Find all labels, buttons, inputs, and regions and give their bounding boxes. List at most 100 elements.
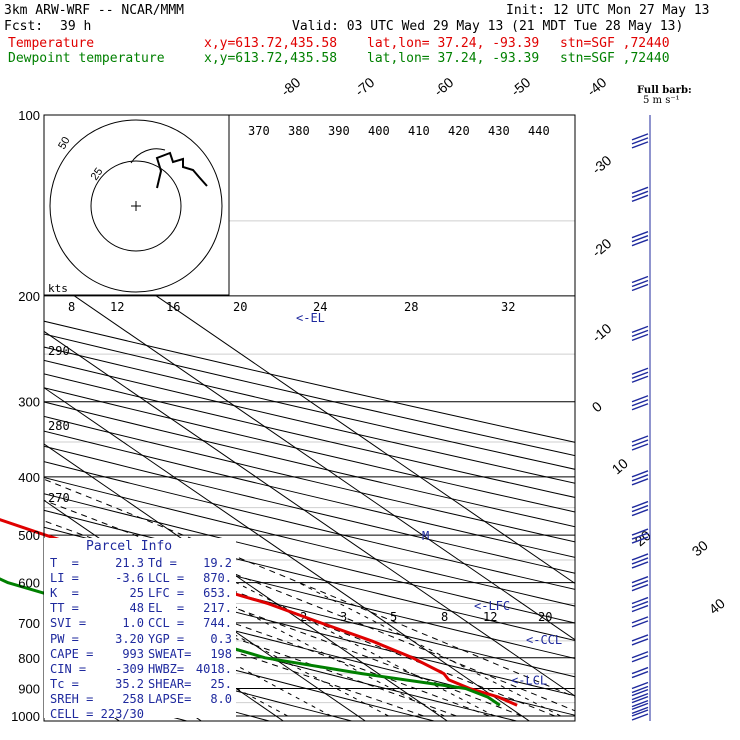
parcel-param-value: 48 bbox=[129, 601, 144, 616]
mixing-ratio-line bbox=[188, 582, 445, 717]
theta-label: 410 bbox=[408, 124, 430, 138]
level-marker: <-LCL bbox=[511, 674, 547, 688]
wind-barb bbox=[631, 616, 649, 628]
dewpoint-station: stn=SGF ,72440 bbox=[560, 51, 670, 66]
plot-frame bbox=[43, 114, 576, 722]
isotherm bbox=[44, 443, 449, 721]
hodograph-speed-label: 20 bbox=[233, 300, 247, 314]
parcel-param-label: LFC = bbox=[148, 586, 185, 601]
isotherm-label: -60 bbox=[431, 74, 457, 99]
hodograph-arc bbox=[130, 148, 166, 164]
pressure-tick-label: 500 bbox=[18, 528, 40, 543]
isotherm bbox=[44, 387, 531, 721]
parcel-info-panel: Parcel Info T = 21.3 Td = 19.2 LI = -3.6 LCL =… bbox=[44, 538, 236, 721]
mixing-ratio-line bbox=[82, 582, 332, 717]
dry-adiabat bbox=[44, 461, 575, 590]
hodograph-speed-label: 32 bbox=[501, 300, 515, 314]
temperature-latlon: lat,lon= 37.24, -93.39 bbox=[367, 36, 540, 51]
parcel-param-label: SREH = bbox=[50, 691, 94, 706]
dewpoint-line bbox=[0, 577, 501, 707]
mixing-ratio-label: 8 bbox=[441, 610, 448, 624]
wind-barb bbox=[631, 709, 649, 721]
dewpoint-legend: Dewpoint temperature bbox=[8, 51, 165, 66]
mixing-ratio-label: 5 bbox=[390, 610, 397, 624]
hodograph-units: kts bbox=[48, 282, 68, 295]
parcel-param-value: 258 bbox=[122, 691, 144, 706]
theta-label: 290 bbox=[48, 344, 70, 358]
hodograph-speed-label: 24 bbox=[313, 300, 327, 314]
wind-barb bbox=[631, 500, 649, 517]
isotherm-label: 0 bbox=[589, 398, 605, 415]
isotherm-label: -50 bbox=[508, 74, 534, 99]
dry-adiabat bbox=[44, 580, 575, 716]
pressure-tick-label: 600 bbox=[18, 576, 40, 591]
parcel-param-label: LCL = bbox=[148, 571, 185, 586]
isotherm-label: 30 bbox=[689, 537, 711, 559]
pressure-tick-label: 400 bbox=[18, 470, 40, 485]
mixing-ratio-label: 3 bbox=[340, 610, 347, 624]
parcel-param-value: 35.2 bbox=[115, 676, 144, 691]
valid-time: Valid: 03 UTC Wed 29 May 13 (21 MDT Tue … bbox=[292, 19, 684, 34]
pressure-tick-label: 200 bbox=[18, 289, 40, 304]
model-title: 3km ARW-WRF -- NCAR/MMM bbox=[4, 3, 185, 18]
isotherm-label: 10 bbox=[609, 455, 631, 477]
hodograph-speed-label: 12 bbox=[110, 300, 124, 314]
parcel-param-label: CIN = bbox=[50, 661, 87, 676]
dry-adiabat bbox=[44, 333, 575, 457]
dry-adiabat bbox=[44, 493, 575, 624]
temperature-station: stn=SGF ,72440 bbox=[560, 36, 670, 51]
parcel-param-label: YGP = bbox=[148, 631, 185, 646]
wind-barb bbox=[631, 435, 649, 451]
moist-adiabat bbox=[44, 575, 457, 717]
sounding-series: <-EL <-LFC <-CCL <-LCL M bbox=[0, 311, 562, 707]
theta-label: 380 bbox=[288, 124, 310, 138]
parcel-param-label: Tc = bbox=[50, 676, 79, 691]
pressure-tick-label: 900 bbox=[18, 681, 40, 696]
parcel-param-label: SVI = bbox=[50, 616, 87, 631]
dewpoint-latlon: lat,lon= 37.24, -93.39 bbox=[367, 51, 540, 66]
hodograph-ring bbox=[49, 119, 223, 293]
mixing-ratio-line bbox=[298, 582, 561, 717]
hodograph-speed-label: 16 bbox=[166, 300, 180, 314]
dry-adiabat bbox=[44, 445, 575, 574]
parcel-param-label: LAPSE= bbox=[148, 691, 192, 706]
pressure-tick-label: 700 bbox=[18, 616, 40, 631]
level-marker: <-CCL bbox=[526, 633, 562, 647]
parcel-param-label: PW = bbox=[50, 631, 79, 646]
dry-adiabat bbox=[44, 476, 575, 607]
moist-adiabat bbox=[44, 478, 575, 698]
hodograph-speed-label: 8 bbox=[68, 300, 75, 314]
init-time: Init: 12 UTC Mon 27 May 13 bbox=[506, 3, 710, 18]
theta-label: 270 bbox=[48, 491, 70, 505]
theta-label: 400 bbox=[368, 124, 390, 138]
wind-barb bbox=[631, 634, 649, 646]
parcel-param-label: SWEAT= bbox=[148, 646, 192, 661]
hodograph-ring-label: 50 bbox=[56, 135, 73, 152]
parcel-param-value: 993 bbox=[122, 646, 144, 661]
isotherm bbox=[0, 102, 49, 729]
parcel-param-value: 217. bbox=[203, 601, 232, 616]
parcel-param-label: EL = bbox=[148, 601, 185, 616]
parcel-param-value: -3.6 bbox=[115, 571, 144, 586]
isotherm bbox=[44, 330, 575, 697]
parcel-param-value: 870. bbox=[203, 571, 232, 586]
wind-barb bbox=[631, 395, 649, 411]
parcel-param-value: 198 bbox=[210, 646, 232, 661]
wind-barb bbox=[631, 702, 649, 715]
dewpoint-xy: x,y=613.72,435.58 bbox=[204, 51, 338, 66]
pressure-axis: 100 200 300 400 500 600 700 800 900 1000 bbox=[11, 108, 576, 724]
theta-label: 390 bbox=[328, 124, 350, 138]
moist-adiabat bbox=[44, 499, 575, 712]
parcel-param-label: Td = bbox=[148, 556, 177, 570]
dry-adiabat bbox=[44, 320, 575, 443]
wind-barb bbox=[631, 186, 649, 202]
isotherm-label: -20 bbox=[589, 235, 615, 260]
isotherm-label: -70 bbox=[352, 74, 378, 99]
parcel-param-value: 21.3 bbox=[115, 556, 144, 570]
dry-adiabat bbox=[44, 599, 519, 721]
parcel-param-value: 4018. bbox=[195, 661, 232, 676]
temperature-legend: Temperature bbox=[8, 36, 95, 51]
parcel-param-label: SHEAR= bbox=[148, 676, 192, 691]
wind-barb bbox=[631, 681, 649, 694]
parcel-param-label: CELL = bbox=[50, 707, 94, 721]
